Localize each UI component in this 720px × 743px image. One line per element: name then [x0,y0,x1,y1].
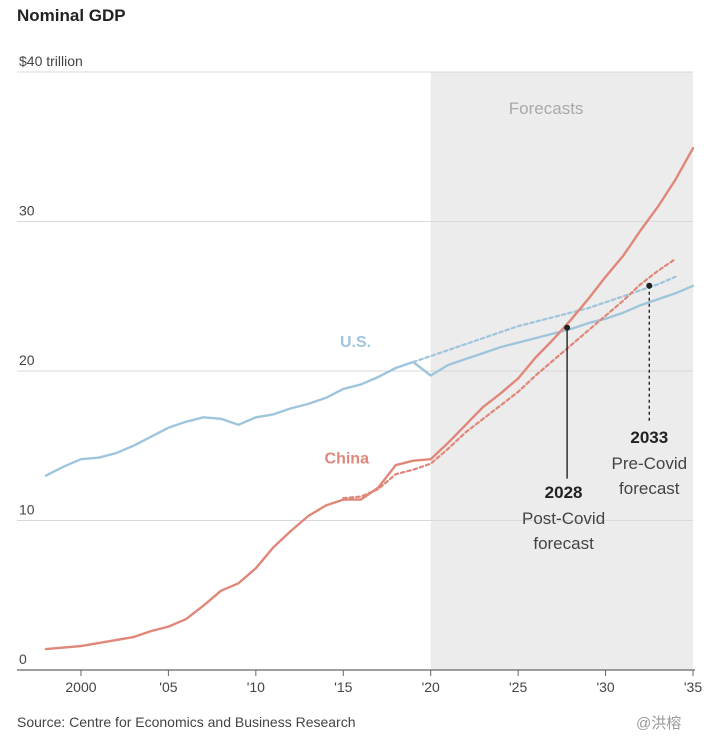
annotation-point [564,324,571,331]
series-label-china: China [325,451,370,468]
series-labels: U.S. China [325,334,372,468]
y-tick-label: 30 [19,203,35,219]
annotations: 2028 Post-Covid forecast 2033 Pre-Covid forec… [522,282,687,553]
y-tick-label: $40 trillion [19,53,83,69]
annotation-text: forecast [533,534,594,553]
x-tick-label: '20 [422,679,440,695]
annotation-text: Post-Covid [522,509,605,528]
forecast-label: Forecasts [509,99,584,118]
x-tick-label: '15 [334,679,352,695]
annotation-text: Pre-Covid [611,454,687,473]
annotation-point [646,282,653,289]
u-s-line [44,284,695,477]
annotation-year: 2033 [630,428,668,447]
chart-title: Nominal GDP [17,6,126,25]
y-axis-ticks: 0 10 20 30 $40 trillion [19,53,83,667]
x-tick-label: 2000 [65,679,96,695]
x-tick-label: '35 [684,679,702,695]
x-tick-label: '10 [247,679,265,695]
series-lines [44,146,695,651]
watermark: @洪榕 [636,715,682,732]
annotation-year: 2028 [545,483,583,502]
x-axis: 2000 '05 '10 '15 '20 '25 '30 '35 [17,669,702,695]
series-label-us: U.S. [340,334,371,351]
y-tick-label: 20 [19,352,35,368]
grid-lines [17,71,693,521]
x-tick-label: '30 [596,679,614,695]
y-tick-label: 0 [19,651,27,667]
source-note: Source: Centre for Economics and Busines… [17,714,356,730]
annotation-text: forecast [619,479,680,498]
china-pre-covid-forecast-line [342,257,677,500]
x-tick-label: '25 [509,679,527,695]
y-tick-label: 10 [19,502,35,518]
x-tick-label: '05 [159,679,177,695]
